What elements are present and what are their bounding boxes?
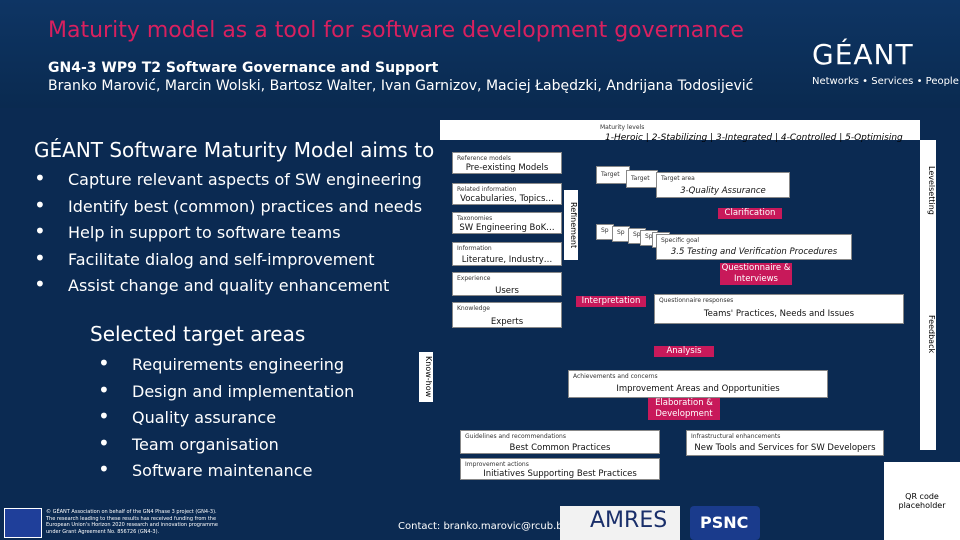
project-subtitle: GN4-3 WP9 T2 Software Governance and Sup… <box>48 60 439 76</box>
box-main-label: 3-Quality Assurance <box>680 186 766 196</box>
areas-item: Design and implementation <box>98 377 354 406</box>
box-small-label: Knowledge <box>457 305 490 312</box>
levelsetting-label: Levelsetting <box>920 165 936 215</box>
box-main-label: Best Common Practices <box>509 443 611 453</box>
clarification-label: Clarification <box>718 208 782 219</box>
box-main-label: SW Engineering BoK… <box>459 223 555 233</box>
areas-item: Requirements engineering <box>98 350 354 379</box>
box-main-label: Users <box>495 286 519 296</box>
psnc-logo: PSNC <box>690 506 760 540</box>
aims-item: Help in support to software teams <box>34 218 422 247</box>
questionnaire-label: Questionnaire & Interviews <box>720 263 792 285</box>
authors-line: Branko Marović, Marcin Wolski, Bartosz W… <box>48 78 754 94</box>
refinement-label: Refinement <box>564 190 578 260</box>
interpretation-label: Interpretation <box>576 296 646 307</box>
box-main-label: Experts <box>490 317 524 327</box>
information-box: Information Literature, Industry… <box>452 242 562 266</box>
qr-code-placeholder <box>884 462 960 540</box>
areas-item: Software maintenance <box>98 456 354 485</box>
aims-item: Assist change and quality enhancement <box>34 271 422 300</box>
maturity-band <box>440 120 920 140</box>
sp-tab-label: Sp <box>601 227 609 234</box>
aims-heading: GÉANT Software Maturity Model aims to <box>34 138 435 162</box>
qr-label: QR code placeholder <box>898 492 946 510</box>
box-small-label: Guidelines and recommendations <box>465 433 566 440</box>
box-small-label: Achievements and concerns <box>573 373 658 380</box>
right-bar <box>920 140 936 450</box>
amres-logo-text: AMRES <box>590 508 668 533</box>
box-main-label: Improvement Areas and Opportunities <box>616 384 780 394</box>
sp-tab-label: Sp <box>633 231 641 238</box>
box-main-label: Teams' Practices, Needs and Issues <box>703 309 855 319</box>
box-main-label: Vocabularies, Topics… <box>460 194 554 204</box>
responses-box: Questionnaire responses Teams' Practices… <box>654 294 904 324</box>
areas-item: Quality assurance <box>98 403 354 432</box>
box-small-label: Target area <box>661 175 695 182</box>
psnc-logo-text: PSNC <box>700 513 749 532</box>
sp-tab-label: Sp <box>645 233 653 240</box>
eu-flag-icon <box>4 508 42 538</box>
aims-item: Capture relevant aspects of SW engineeri… <box>34 165 422 194</box>
box-small-label: Taxonomies <box>457 215 493 222</box>
maturity-small-label: Maturity levels <box>600 124 645 131</box>
guidelines-box: Guidelines and recommendations Best Comm… <box>460 430 660 454</box>
box-small-label: Infrastructural enhancements <box>691 433 781 440</box>
target-tab-label: Target <box>601 171 620 178</box>
box-small-label: Related information <box>457 186 517 193</box>
target-tab: Target <box>626 170 658 188</box>
areas-item: Team organisation <box>98 430 354 459</box>
box-small-label: Information <box>457 245 492 252</box>
knowledge-box: Knowledge Experts <box>452 302 562 328</box>
areas-list: Requirements engineering Design and impl… <box>98 350 354 485</box>
box-small-label: Improvement actions <box>465 461 529 468</box>
achievements-box: Achievements and concerns Improvement Ar… <box>568 370 828 398</box>
pre-existing-models-box: Reference models Pre-existing Models <box>452 152 562 174</box>
experience-box: Experience Users <box>452 272 562 296</box>
box-main-label: Initiatives Supporting Best Practices <box>483 469 637 479</box>
logo-tagline: Networks • Services • People <box>812 76 959 87</box>
box-small-label: Reference models <box>457 155 511 162</box>
infra-box: Infrastructural enhancements New Tools a… <box>686 430 884 456</box>
box-main-label: Literature, Industry… <box>461 255 553 265</box>
header-band <box>0 0 960 108</box>
box-main-label: Pre-existing Models <box>465 163 549 173</box>
target-tab: Target <box>596 166 630 184</box>
knowhow-label: Know-how <box>419 352 433 402</box>
target-tab-label: Target <box>631 175 650 182</box>
amres-logo: AMRES <box>560 506 680 540</box>
sp-tab-label: Sp <box>617 229 625 236</box>
analysis-label: Analysis <box>654 346 714 357</box>
aims-item: Facilitate dialog and self-improvement <box>34 245 422 274</box>
logo-word: GÉANT <box>812 38 914 71</box>
geant-logo: GÉANT Networks • Services • People <box>812 38 959 98</box>
box-main-label: New Tools and Services for SW Developers <box>694 443 876 453</box>
improvements-box: Improvement actions Initiatives Supporti… <box>460 458 660 480</box>
aims-list: Capture relevant aspects of SW engineeri… <box>34 165 422 300</box>
target-area-box: Target area 3-Quality Assurance <box>656 172 790 198</box>
sp-tab: Sp <box>612 226 630 242</box>
box-small-label: Experience <box>457 275 491 282</box>
box-small-label: Specific goal <box>661 237 700 244</box>
box-small-label: Questionnaire responses <box>659 297 734 304</box>
elaboration-label: Elaboration & Development <box>648 398 720 420</box>
maturity-levels: 1-Heroic | 2-Stabilizing | 3-Integrated … <box>605 133 903 143</box>
vocabularies-box: Related information Vocabularies, Topics… <box>452 183 562 205</box>
feedback-label: Feedback <box>920 312 936 356</box>
eu-funding-note: © GÉANT Association on behalf of the GN4… <box>46 509 218 535</box>
box-main-label: 3.5 Testing and Verification Procedures <box>670 247 838 257</box>
page-title: Maturity model as a tool for software de… <box>48 18 744 43</box>
taxonomies-box: Taxonomies SW Engineering BoK… <box>452 212 562 234</box>
aims-item: Identify best (common) practices and nee… <box>34 192 422 221</box>
specific-goal-box: Specific goal 3.5 Testing and Verificati… <box>656 234 852 260</box>
areas-heading: Selected target areas <box>90 322 306 346</box>
contact-line: Contact: branko.marovic@rcub.bg.ac.rs <box>398 521 597 532</box>
